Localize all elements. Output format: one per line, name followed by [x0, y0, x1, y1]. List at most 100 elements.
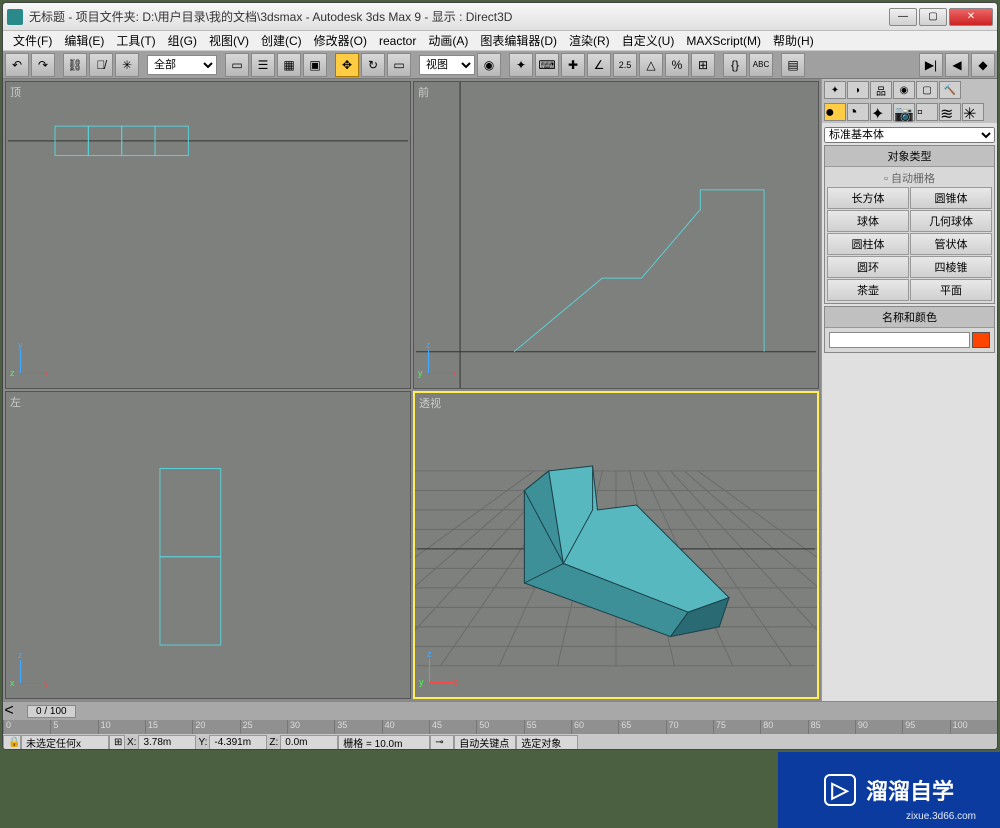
mirror-icon[interactable]: {} — [723, 53, 747, 77]
schematic-icon[interactable]: ◀ — [945, 53, 969, 77]
viewport-perspective[interactable]: 透视 zxy — [413, 391, 819, 699]
redo-icon[interactable]: ↷ — [31, 53, 55, 77]
undo-icon[interactable]: ↶ — [5, 53, 29, 77]
layers-icon[interactable]: ▤ — [781, 53, 805, 77]
create-几何球体[interactable]: 几何球体 — [910, 210, 992, 232]
create-茶壶[interactable]: 茶壶 — [827, 279, 909, 301]
lock-icon[interactable]: 🔒 — [3, 735, 21, 750]
menu-视图(V)[interactable]: 视图(V) — [203, 32, 255, 49]
object-name-input[interactable] — [829, 332, 970, 348]
menu-动画(A)[interactable]: 动画(A) — [422, 32, 474, 49]
rotate-tool-button[interactable]: ↻ — [361, 53, 385, 77]
command-panel: ✦ ◗ 品 ◉ ▢ 🔨 ● ◔ ✦ 📷 ▫ ≋ ✳ 标准基本体 对象类型 — [821, 79, 997, 701]
scale-tool-button[interactable]: ▭ — [387, 53, 411, 77]
transform-lock-icon[interactable]: ⊞ — [109, 735, 125, 750]
create-圆锥体[interactable]: 圆锥体 — [910, 187, 992, 209]
menu-文件(F)[interactable]: 文件(F) — [7, 32, 58, 49]
titlebar: 无标题 - 项目文件夹: D:\用户目录\我的文档\3dsmax - Autod… — [3, 3, 997, 31]
create-平面[interactable]: 平面 — [910, 279, 992, 301]
play-icon: ▷ — [824, 774, 856, 806]
cameras-subtab-icon[interactable]: 📷 — [893, 103, 915, 121]
menu-编辑(E)[interactable]: 编辑(E) — [58, 32, 110, 49]
spacewarps-subtab-icon[interactable]: ≋ — [939, 103, 961, 121]
menu-reactor[interactable]: reactor — [373, 34, 422, 48]
keyboard-icon[interactable]: ⌨ — [535, 53, 559, 77]
create-长方体[interactable]: 长方体 — [827, 187, 909, 209]
percent-icon[interactable]: % — [665, 53, 689, 77]
snap-icon[interactable]: ✚ — [561, 53, 585, 77]
watermark: ▷ 溜溜自学 zixue.3d66.com — [778, 752, 1000, 828]
angle-snap-icon[interactable]: ∠ — [587, 53, 611, 77]
systems-subtab-icon[interactable]: ✳ — [962, 103, 984, 121]
center-icon[interactable]: ◉ — [477, 53, 501, 77]
app-icon — [7, 9, 23, 25]
motion-tab-icon[interactable]: ◉ — [893, 81, 915, 99]
curve-editor-icon[interactable]: ▶| — [919, 53, 943, 77]
create-圆环[interactable]: 圆环 — [827, 256, 909, 278]
menu-图表编辑器(D)[interactable]: 图表编辑器(D) — [474, 32, 563, 49]
select-name-icon[interactable]: ☰ — [251, 53, 275, 77]
key-icon[interactable]: ⊸ — [430, 735, 454, 750]
autokey-button[interactable]: 自动关键点 — [454, 735, 516, 750]
select-manip-icon[interactable]: ✦ — [509, 53, 533, 77]
viewport-top[interactable]: 顶 yxz — [5, 81, 411, 389]
move-tool-button[interactable]: ✥ — [335, 53, 359, 77]
viewport-left[interactable]: 左 zyx — [5, 391, 411, 699]
geometry-subtab-icon[interactable]: ● — [824, 103, 846, 121]
main-toolbar: ↶ ↷ ⛓ ⛓̸ ✳ 全部 ▭ ☰ ▦ ▣ ✥ ↻ ▭ 视图 ◉ ✦ ⌨ ✚ ∠… — [3, 51, 997, 79]
bind-icon[interactable]: ✳ — [115, 53, 139, 77]
menu-组(G)[interactable]: 组(G) — [162, 32, 203, 49]
select-icon[interactable]: ▭ — [225, 53, 249, 77]
hierarchy-tab-icon[interactable]: 品 — [870, 81, 892, 99]
selection-status: 未选定任何x — [21, 735, 109, 750]
window-title: 无标题 - 项目文件夹: D:\用户目录\我的文档\3dsmax - Autod… — [29, 8, 889, 25]
select-window-icon[interactable]: ▣ — [303, 53, 327, 77]
modify-tab-icon[interactable]: ◗ — [847, 81, 869, 99]
select-region-icon[interactable]: ▦ — [277, 53, 301, 77]
viewport-area: 顶 yxz 前 zxy 左 zyx 透视 — [3, 79, 821, 701]
refcoord-dropdown[interactable]: 视图 — [419, 55, 475, 75]
menu-帮助(H)[interactable]: 帮助(H) — [767, 32, 820, 49]
create-圆柱体[interactable]: 圆柱体 — [827, 233, 909, 255]
helpers-subtab-icon[interactable]: ▫ — [916, 103, 938, 121]
create-四棱锥[interactable]: 四棱锥 — [910, 256, 992, 278]
menu-自定义(U)[interactable]: 自定义(U) — [616, 32, 681, 49]
coord-z-input[interactable]: 0.0m — [280, 735, 338, 750]
menubar: 文件(F)编辑(E)工具(T)组(G)视图(V)创建(C)修改器(O)react… — [3, 31, 997, 51]
lights-subtab-icon[interactable]: ✦ — [870, 103, 892, 121]
time-slider[interactable]: 0 / 100 — [27, 705, 76, 718]
named-sel-icon[interactable]: ⊞ — [691, 53, 715, 77]
spinner-snap-icon[interactable]: △ — [639, 53, 663, 77]
menu-工具(T)[interactable]: 工具(T) — [110, 32, 161, 49]
autogrid-checkbox[interactable]: ▫ 自动栅格 — [827, 169, 992, 187]
menu-创建(C)[interactable]: 创建(C) — [255, 32, 308, 49]
minimize-button[interactable]: — — [889, 8, 917, 26]
category-dropdown[interactable]: 标准基本体 — [824, 127, 995, 143]
coord-x-input[interactable]: 3.78m — [138, 735, 196, 750]
menu-修改器(O)[interactable]: 修改器(O) — [308, 32, 373, 49]
create-球体[interactable]: 球体 — [827, 210, 909, 232]
time-ruler[interactable]: 0510152025303540455055606570758085909510… — [3, 720, 997, 734]
create-管状体[interactable]: 管状体 — [910, 233, 992, 255]
viewport-front[interactable]: 前 zxy — [413, 81, 819, 389]
unlink-icon[interactable]: ⛓̸ — [89, 53, 113, 77]
create-tab-icon[interactable]: ✦ — [824, 81, 846, 99]
coord-y-input[interactable]: -4.391m — [209, 735, 267, 750]
display-tab-icon[interactable]: ▢ — [916, 81, 938, 99]
close-button[interactable]: ✕ — [949, 8, 993, 26]
rollout-name-color-header[interactable]: 名称和颜色 — [825, 307, 994, 328]
menu-渲染(R)[interactable]: 渲染(R) — [563, 32, 616, 49]
shapes-subtab-icon[interactable]: ◔ — [847, 103, 869, 121]
selection-set-dropdown[interactable]: 全部 — [147, 55, 217, 75]
grid-status: 栅格 = 10.0m — [338, 735, 430, 750]
menu-MAXScript(M)[interactable]: MAXScript(M) — [680, 34, 767, 48]
material-icon[interactable]: ◆ — [971, 53, 995, 77]
bottom-bar: < 0 / 100 051015202530354045505560657075… — [3, 701, 997, 749]
object-color-swatch[interactable] — [972, 332, 990, 348]
align-icon[interactable]: ABC — [749, 53, 773, 77]
percent-snap-icon[interactable]: 2.5 — [613, 53, 637, 77]
maximize-button[interactable]: ▢ — [919, 8, 947, 26]
link-icon[interactable]: ⛓ — [63, 53, 87, 77]
utilities-tab-icon[interactable]: 🔨 — [939, 81, 961, 99]
rollout-object-type-header[interactable]: 对象类型 — [825, 146, 994, 167]
